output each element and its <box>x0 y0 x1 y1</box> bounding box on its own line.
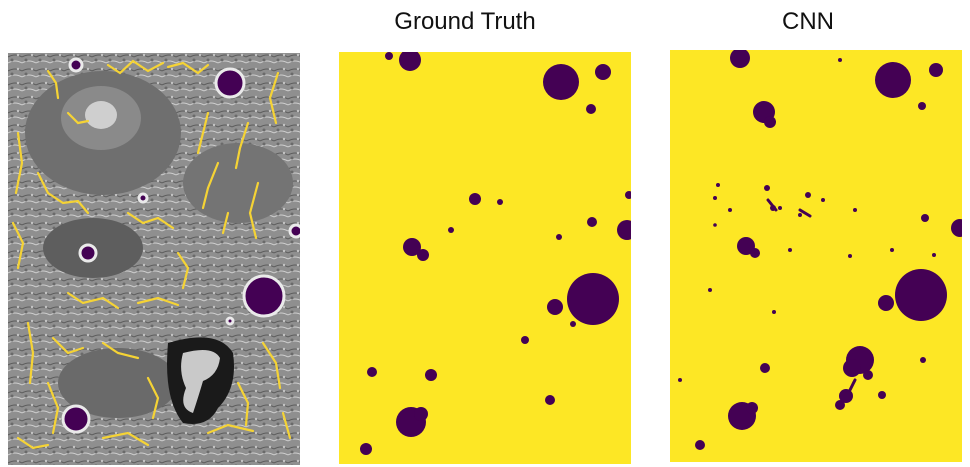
title-ground-truth: Ground Truth <box>394 8 536 35</box>
cnn-prediction-mask <box>670 50 962 462</box>
cnn-prediction-image <box>670 50 962 462</box>
title-cnn: CNN <box>782 8 834 35</box>
ground-truth-mask-image <box>339 52 631 464</box>
micrograph-image <box>8 53 300 465</box>
ground-truth-mask <box>339 52 631 464</box>
micrograph-panel <box>8 53 300 465</box>
